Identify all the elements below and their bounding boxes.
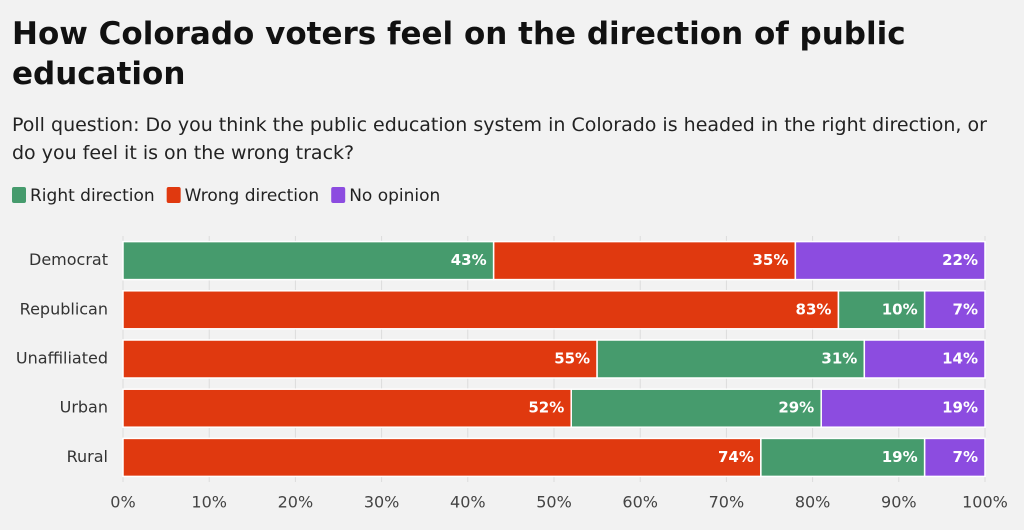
x-tick-label: 40% — [450, 493, 486, 512]
bar-segment — [794, 240, 986, 281]
legend-swatch — [331, 187, 346, 203]
bar-segment — [122, 339, 598, 379]
x-tick-label: 0% — [110, 493, 135, 512]
value-label: 74% — [718, 448, 754, 466]
legend-swatch — [12, 187, 26, 203]
x-tick-label: 90% — [881, 493, 917, 512]
x-tick-label: 60% — [622, 493, 658, 512]
bar-segment — [820, 388, 986, 428]
legend-swatch — [166, 187, 181, 203]
bar-segment — [837, 290, 926, 330]
value-label: 7% — [953, 448, 978, 466]
x-tick-label: 70% — [709, 493, 745, 512]
value-label: 10% — [882, 300, 918, 318]
chart-subtitle: Poll question: Do you think the public e… — [12, 114, 987, 164]
y-tick-label: Republican — [20, 299, 108, 318]
x-tick-label: 20% — [278, 493, 314, 512]
value-label: 83% — [796, 300, 832, 318]
value-label: 7% — [953, 300, 978, 318]
y-tick-label: Unaffiliated — [16, 349, 108, 368]
bar-segment — [122, 240, 495, 281]
bar-segment — [570, 388, 822, 428]
bar-segment — [122, 290, 840, 330]
x-tick-label: 50% — [536, 493, 572, 512]
y-tick-label: Democrat — [29, 250, 108, 269]
value-label: 22% — [942, 251, 978, 269]
value-label: 19% — [882, 448, 918, 466]
value-label: 29% — [778, 399, 814, 417]
value-label: 31% — [821, 350, 857, 368]
bar-segment — [596, 339, 866, 379]
x-tick-label: 10% — [191, 493, 227, 512]
legend-label: Right direction — [30, 186, 155, 206]
value-label: 35% — [752, 251, 788, 269]
x-tick-label: 80% — [795, 493, 831, 512]
bar-segment — [122, 437, 762, 478]
y-tick-label: Rural — [67, 447, 108, 466]
chart-title: How Colorado voters feel on the directio… — [12, 16, 906, 92]
bar-segment — [122, 388, 572, 428]
bar-segment — [492, 240, 797, 281]
legend-label: No opinion — [349, 186, 440, 206]
value-label: 43% — [451, 251, 487, 269]
x-tick-label: 30% — [364, 493, 400, 512]
x-tick-label: 100% — [962, 493, 1008, 512]
value-label: 14% — [942, 350, 978, 368]
value-label: 19% — [942, 399, 978, 417]
bar-segment — [923, 437, 986, 478]
value-label: 52% — [528, 399, 564, 417]
y-tick-label: Urban — [60, 398, 108, 417]
value-label: 55% — [554, 350, 590, 368]
legend-label: Wrong direction — [185, 186, 320, 206]
bar-segment — [863, 339, 986, 379]
bar-segment — [923, 290, 986, 330]
